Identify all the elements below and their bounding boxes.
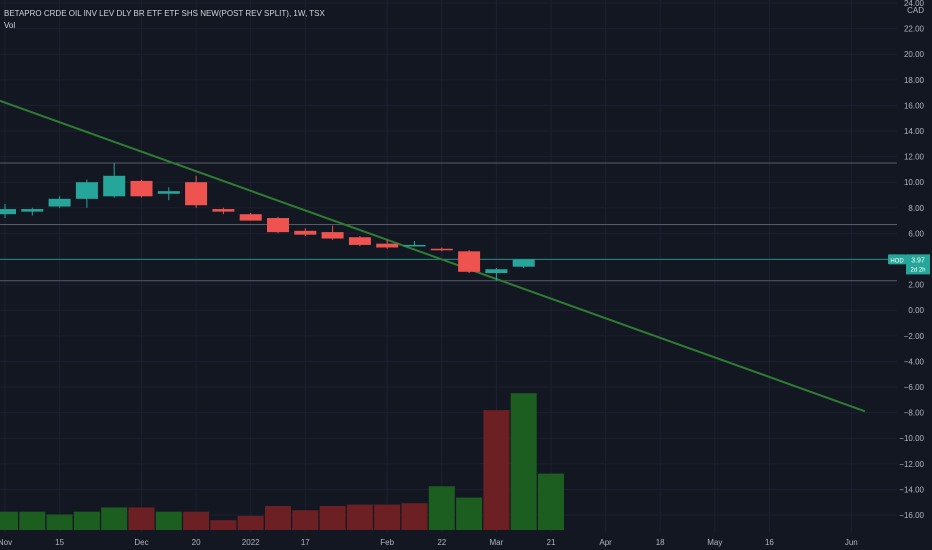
candle-body xyxy=(185,182,208,206)
volume-bar xyxy=(292,510,319,530)
candle-body xyxy=(430,248,453,251)
trendline-segment xyxy=(0,99,866,413)
candle-body xyxy=(239,214,262,221)
candle-body xyxy=(21,209,44,212)
candle-body xyxy=(157,191,180,194)
y-tick-label: −8.00 xyxy=(904,409,925,418)
badge-value: 3.97 xyxy=(911,257,925,264)
x-tick-label: 16 xyxy=(765,538,774,547)
y-tick-label: 6.00 xyxy=(908,229,924,238)
x-tick-label: 20 xyxy=(192,538,201,547)
y-tick-label: 12.00 xyxy=(904,153,925,162)
badge-tag-text: HOD xyxy=(890,258,904,264)
volume-label: Vol xyxy=(4,21,16,30)
candle-body xyxy=(376,243,399,248)
candle-body xyxy=(0,209,16,215)
volume-bar xyxy=(183,511,210,530)
badge-countdown: 2d 2h xyxy=(910,267,925,273)
x-tick-label: 15 xyxy=(55,538,64,547)
x-tick-label: Jun xyxy=(845,538,858,547)
y-tick-label: 16.00 xyxy=(904,101,925,110)
y-tick-label: 22.00 xyxy=(904,25,925,34)
chart-grid xyxy=(0,0,897,532)
y-tick-label: −6.00 xyxy=(904,383,925,392)
y-tick-label: 2.00 xyxy=(908,281,924,290)
candle-body xyxy=(212,209,235,212)
volume-bar xyxy=(265,506,291,530)
candle-body xyxy=(130,180,153,197)
volume-bar xyxy=(346,504,373,530)
volume-bar xyxy=(456,497,483,530)
volume-bar xyxy=(155,511,182,530)
x-tick-label: Nov xyxy=(0,538,12,547)
candle-body xyxy=(403,244,426,247)
volume-bar xyxy=(401,503,428,530)
volume-bar xyxy=(428,486,455,530)
volume-bar xyxy=(101,507,128,530)
candle-body xyxy=(321,232,344,239)
volume-bar xyxy=(374,504,401,530)
y-tick-label: −16.00 xyxy=(899,511,924,520)
volume-bar xyxy=(319,506,346,530)
volume-bar xyxy=(0,511,18,530)
candle-body xyxy=(348,237,371,245)
candle-body xyxy=(267,218,289,233)
currency-label: CAD xyxy=(907,6,924,15)
volume-bar xyxy=(237,515,264,530)
volume-bar xyxy=(128,507,155,530)
candle-body xyxy=(294,230,317,235)
y-tick-label: −2.00 xyxy=(904,332,925,341)
horizontal-levels[interactable] xyxy=(0,162,897,282)
volume-bar xyxy=(510,393,537,530)
volume-bar xyxy=(19,511,46,530)
chart-title: BETAPRO CRDE OIL INV LEV DLY BR ETF ETF … xyxy=(4,9,325,18)
y-tick-label: −14.00 xyxy=(899,485,924,494)
y-tick-label: 8.00 xyxy=(908,204,924,213)
x-tick-label: Dec xyxy=(134,538,148,547)
x-tick-label: 2022 xyxy=(242,538,260,547)
volume-bar xyxy=(46,514,73,530)
trendline[interactable] xyxy=(0,98,866,413)
x-tick-label: 22 xyxy=(437,538,446,547)
x-tick-label: Apr xyxy=(599,538,612,547)
y-tick-label: −4.00 xyxy=(904,357,925,366)
badge-tag xyxy=(888,254,906,265)
volume-bar xyxy=(538,473,564,530)
x-tick-label: 21 xyxy=(547,538,556,547)
y-tick-label: 14.00 xyxy=(904,127,925,136)
x-tick-label: 17 xyxy=(301,538,310,547)
price-badge: HOD 3.97 2d 2h xyxy=(888,254,930,275)
candle-body xyxy=(512,259,535,267)
candle-body xyxy=(48,198,71,207)
candle-body xyxy=(103,175,126,197)
candle-body xyxy=(75,182,98,199)
x-tick-label: 18 xyxy=(656,538,665,547)
x-tick-label: Mar xyxy=(490,538,504,547)
x-tick-label: Feb xyxy=(380,538,394,547)
candlesticks[interactable] xyxy=(0,163,535,281)
y-tick-label: −12.00 xyxy=(899,460,924,469)
y-tick-label: 0.00 xyxy=(908,306,924,315)
volume-bars xyxy=(0,393,564,530)
volume-bar xyxy=(210,520,237,530)
candle-body xyxy=(485,269,508,274)
volume-bar xyxy=(483,410,510,530)
x-tick-label: May xyxy=(707,538,722,547)
y-tick-label: 10.00 xyxy=(904,178,925,187)
y-tick-label: 24.00 xyxy=(904,0,925,8)
volume-bar xyxy=(73,511,100,530)
y-tick-label: 20.00 xyxy=(904,50,925,59)
y-tick-label: 18.00 xyxy=(904,76,925,85)
candle-body xyxy=(458,251,481,272)
time-axis[interactable]: Nov 15 Dec 20 2022 17 Feb 22 Mar 21 Apr 18 May 16 Jun xyxy=(0,538,858,547)
badge-value-box xyxy=(906,254,930,275)
y-tick-label: −10.00 xyxy=(899,434,924,443)
